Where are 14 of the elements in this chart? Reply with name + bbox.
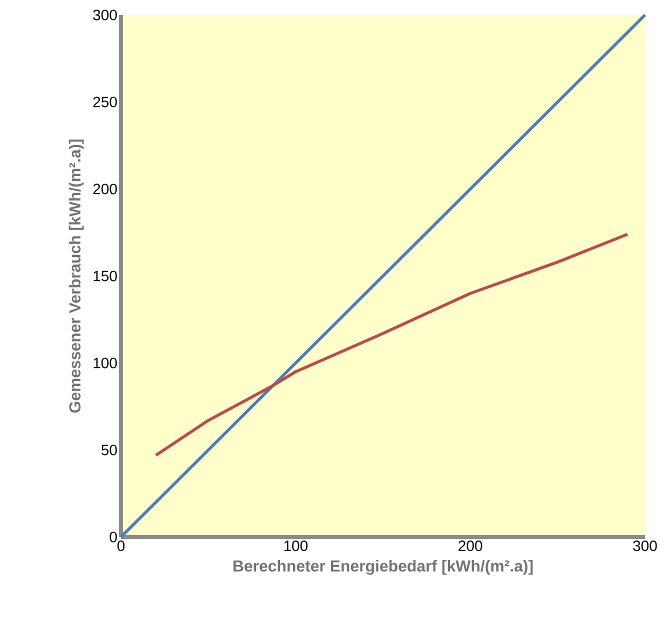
y-tick-label: 200	[93, 184, 117, 194]
x-tick-label: 0	[117, 540, 125, 552]
x-tick-label: 200	[458, 540, 482, 552]
x-tick-label: 300	[633, 540, 657, 552]
y-tick-label: 0	[110, 532, 117, 542]
y-tick-label: 250	[93, 96, 117, 108]
y-tick-label: 100	[94, 358, 117, 368]
x-axis-title: Berechneter Energiebedarf [kWh/(m².a)]	[233, 560, 533, 575]
y-tick-label: 300	[93, 10, 117, 20]
y-axis-title: Gemessener Verbrauch [kWh/(m².a)]	[68, 140, 84, 413]
y-tick-label: 50	[101, 444, 117, 456]
x-tick-label: 100	[284, 540, 308, 552]
line-series	[154, 232, 630, 457]
y-tick-label: 150	[94, 270, 117, 282]
